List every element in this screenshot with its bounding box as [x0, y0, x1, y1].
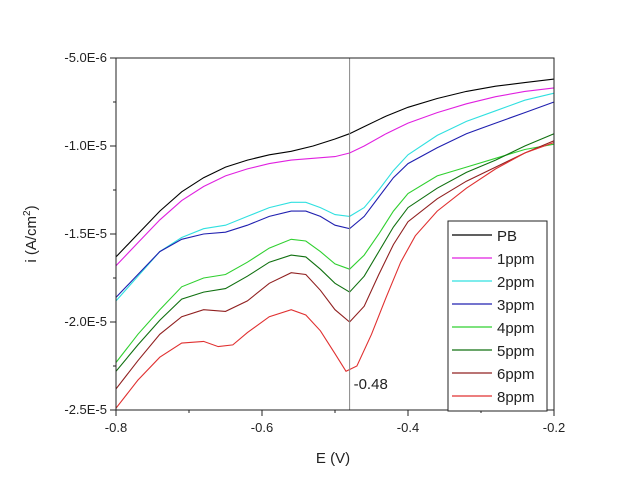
- series-line-2ppm: [115, 92, 555, 302]
- x-tick-label: -0.4: [397, 420, 419, 435]
- legend-label-8ppm: 8ppm: [497, 389, 535, 406]
- legend-label-4ppm: 4ppm: [497, 320, 535, 337]
- legend-label-6ppm: 6ppm: [497, 366, 535, 383]
- series-line-6ppm: [115, 140, 555, 390]
- legend-label-1ppm: 1ppm: [497, 251, 535, 268]
- legend-label-2ppm: 2ppm: [497, 274, 535, 291]
- y-axis-label-suffix: ): [23, 205, 40, 210]
- x-tick-label: -0.6: [251, 420, 273, 435]
- x-axis-label: E (V): [316, 450, 350, 467]
- legend-label-3ppm: 3ppm: [497, 297, 535, 314]
- y-tick-label: -1.5E-5: [64, 226, 107, 241]
- y-tick-label: -5.0E-6: [64, 50, 107, 65]
- series-line-1ppm: [115, 87, 555, 267]
- x-axis: -0.8 -0.6 -0.4 -0.2: [105, 410, 565, 435]
- series-line-5ppm: [115, 133, 555, 372]
- y-axis-label-superscript: 2: [22, 210, 33, 216]
- y-axis: -5.0E-6 -1.0E-5 -1.5E-5 -2.0E-5 -2.5E-5: [64, 50, 116, 417]
- legend-box: [447, 220, 548, 412]
- y-axis-label: i (A/cm2): [22, 205, 40, 262]
- annotation-label: -0.48: [354, 376, 388, 393]
- series-line-PB: [115, 78, 555, 258]
- series-line-8ppm: [115, 141, 555, 409]
- x-tick-label: -0.8: [105, 420, 127, 435]
- y-tick-label: -2.5E-5: [64, 402, 107, 417]
- legend-label-PB: PB: [497, 228, 517, 245]
- y-axis-label-main: i (A/cm: [23, 216, 40, 263]
- y-tick-label: -1.0E-5: [64, 138, 107, 153]
- y-tick-label: -2.0E-5: [64, 314, 107, 329]
- series-line-4ppm: [115, 143, 555, 363]
- legend: PB 1ppm 2ppm 3ppm 4ppm 5ppm 6ppm 8ppm: [447, 220, 548, 412]
- legend-label-5ppm: 5ppm: [497, 343, 535, 360]
- series-line-3ppm: [115, 101, 555, 298]
- x-tick-label: -0.2: [543, 420, 565, 435]
- series-layer: [115, 78, 555, 409]
